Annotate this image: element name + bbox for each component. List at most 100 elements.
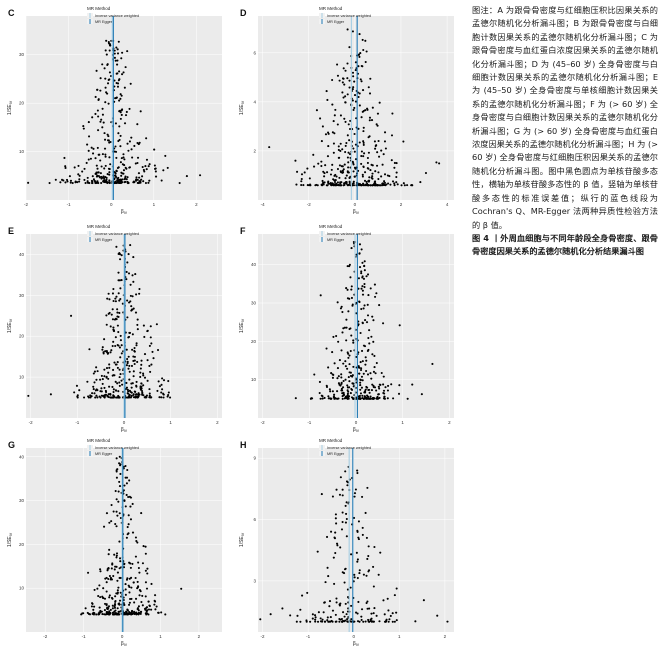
legend-item-label: Inverse variance weighted xyxy=(95,232,139,236)
snp-point xyxy=(90,395,93,398)
panel-letter: H xyxy=(240,440,247,450)
snp-point xyxy=(362,165,365,169)
y-axis-label: 1/SEIV xyxy=(7,100,13,115)
x-tick-label: 0 xyxy=(121,634,124,639)
snp-point xyxy=(359,397,362,400)
snp-point xyxy=(104,393,108,396)
snp-point xyxy=(326,619,329,622)
snp-point xyxy=(118,368,121,371)
snp-point xyxy=(359,388,362,391)
snp-point xyxy=(120,157,123,160)
snp-point xyxy=(365,50,368,53)
snp-point xyxy=(336,301,339,304)
snp-point xyxy=(331,373,334,376)
snp-point xyxy=(110,349,113,352)
snp-point xyxy=(382,322,385,325)
funnel-plot-svg: G -2 -1 0 1 2 10 20 30 40 βIV 1/SEIV MR Method Invers… xyxy=(7,438,222,646)
snp-point xyxy=(100,165,103,168)
snp-point xyxy=(116,607,119,610)
snp-point xyxy=(325,184,328,187)
snp-point xyxy=(356,471,359,475)
snp-point xyxy=(130,305,133,308)
snp-point xyxy=(370,612,373,615)
snp-point xyxy=(372,340,375,343)
snp-point xyxy=(91,392,94,395)
snp-point xyxy=(368,391,371,394)
snp-point xyxy=(111,385,114,389)
snp-point xyxy=(337,340,340,343)
snp-point xyxy=(390,383,393,386)
snp-point xyxy=(136,580,139,583)
snp-point xyxy=(129,283,132,286)
snp-point xyxy=(340,165,343,168)
snp-point xyxy=(361,285,364,288)
snp-point xyxy=(364,363,367,366)
snp-point xyxy=(130,612,133,615)
snp-point xyxy=(319,294,322,297)
snp-point xyxy=(316,620,320,623)
snp-point xyxy=(64,165,67,168)
snp-point xyxy=(357,95,360,99)
snp-point xyxy=(101,348,104,351)
snp-point xyxy=(141,393,144,396)
snp-point xyxy=(126,299,129,302)
snp-point xyxy=(356,612,359,615)
snp-point xyxy=(327,366,330,369)
snp-point xyxy=(130,610,134,613)
snp-point xyxy=(347,161,350,164)
snp-point xyxy=(389,614,392,618)
snp-point xyxy=(348,183,351,186)
snp-point xyxy=(393,182,396,185)
snp-point xyxy=(389,183,392,186)
snp-point xyxy=(362,307,365,310)
snp-point xyxy=(154,608,157,611)
snp-point xyxy=(129,300,132,303)
snp-point xyxy=(94,112,97,116)
snp-point xyxy=(124,588,127,591)
snp-point xyxy=(136,156,140,159)
y-tick-label: 20 xyxy=(19,334,25,339)
snp-point xyxy=(360,307,363,311)
snp-point xyxy=(111,607,114,610)
snp-point xyxy=(94,95,97,98)
snp-point xyxy=(334,552,337,555)
snp-point xyxy=(109,396,112,399)
snp-point xyxy=(436,614,439,617)
snp-point xyxy=(118,346,121,349)
snp-point xyxy=(108,49,111,52)
legend-item-label: Inverse variance weighted xyxy=(327,232,371,236)
snp-point xyxy=(135,539,138,543)
snp-point xyxy=(367,620,370,623)
snp-point xyxy=(125,278,128,281)
snp-point xyxy=(115,592,118,595)
snp-point xyxy=(125,611,128,615)
snp-point xyxy=(116,59,119,62)
snp-point xyxy=(120,352,123,355)
snp-point xyxy=(75,384,78,387)
snp-point xyxy=(361,89,365,92)
snp-point xyxy=(303,171,306,174)
snp-point xyxy=(119,161,122,164)
snp-point xyxy=(105,314,108,317)
snp-point xyxy=(341,488,344,491)
snp-point xyxy=(140,382,143,385)
snp-point xyxy=(374,372,377,375)
snp-point xyxy=(344,181,348,184)
snp-point xyxy=(127,336,130,339)
snp-point xyxy=(160,179,163,182)
snp-point xyxy=(371,106,374,109)
snp-point xyxy=(359,392,363,395)
snp-point xyxy=(118,485,122,488)
snp-point xyxy=(366,486,369,489)
snp-point xyxy=(162,169,165,172)
snp-point xyxy=(339,476,342,479)
snp-point xyxy=(140,512,143,515)
snp-point xyxy=(365,180,368,184)
snp-point xyxy=(356,469,359,472)
funnel-plot-svg: C -2 -1 0 1 2 10 20 30 βIV 1/SEIV MR Method Inverse … xyxy=(7,6,222,214)
snp-point xyxy=(178,181,181,185)
snp-point xyxy=(358,104,361,107)
x-tick-label: -2 xyxy=(261,634,265,639)
snp-point xyxy=(126,360,129,363)
snp-point xyxy=(377,171,380,174)
